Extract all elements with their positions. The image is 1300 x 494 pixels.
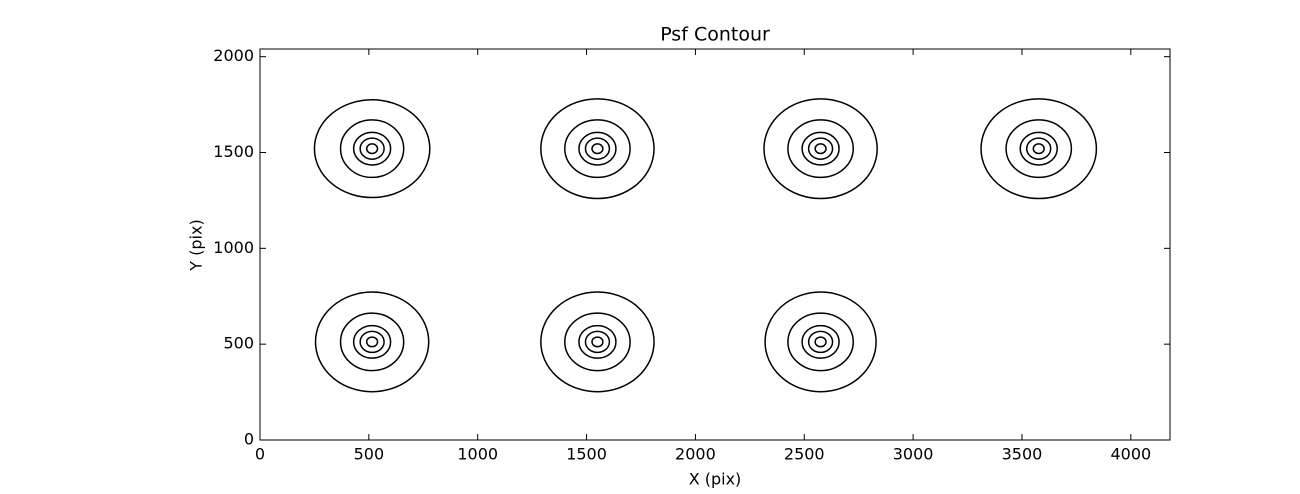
contour-line [584, 330, 611, 354]
contour-line [1026, 137, 1052, 160]
contour-line [564, 119, 631, 179]
x-tick-label: 500 [354, 445, 385, 464]
x-tick-label: 4000 [1110, 445, 1151, 464]
plot-frame [259, 48, 1171, 441]
contour-line [1005, 119, 1073, 179]
contour-line [339, 119, 405, 179]
contour-line [591, 336, 604, 348]
contour-line [787, 312, 854, 372]
x-tick-label: 0 [255, 445, 265, 464]
contour-line [578, 131, 617, 166]
y-tick-label: 1500 [213, 142, 254, 161]
contour-line [807, 330, 834, 354]
chart-title: Psf Contour [660, 24, 770, 46]
contour-line [814, 336, 827, 348]
contour-line [814, 143, 827, 155]
x-tick-label: 2500 [784, 445, 825, 464]
contour-line [787, 119, 854, 179]
contour-line [1032, 143, 1045, 155]
contour-line [764, 291, 877, 393]
contour-line [801, 131, 840, 166]
x-tick-label: 1000 [457, 445, 498, 464]
contour-line [352, 324, 392, 359]
contour-line [314, 291, 430, 393]
x-axis-label: X (pix) [689, 470, 742, 489]
contour-line [365, 143, 379, 155]
contour-line [591, 143, 604, 155]
contour-line [980, 98, 1098, 200]
contour-line [339, 312, 405, 372]
x-tick-label: 2000 [675, 445, 716, 464]
contour-line [1019, 131, 1058, 166]
y-tick-label: 500 [223, 334, 254, 353]
contour-line [365, 336, 379, 348]
contour-line [801, 324, 840, 359]
x-tick-label: 1500 [566, 445, 607, 464]
contour-line [359, 330, 385, 354]
contour-line [359, 137, 385, 160]
contour-line [763, 98, 878, 200]
x-tick-label: 3000 [893, 445, 934, 464]
contour-line [540, 98, 655, 200]
y-tick-label: 2000 [213, 46, 254, 65]
y-tick-label: 1000 [213, 238, 254, 257]
contour-line [352, 131, 392, 166]
x-tick-label: 3500 [1002, 445, 1043, 464]
contour-line [540, 291, 655, 393]
contour-line [578, 324, 617, 359]
contour-line [564, 312, 631, 372]
y-tick-label: 0 [244, 430, 254, 449]
contour-line [584, 137, 611, 160]
contour-line [807, 137, 834, 160]
contour-line [313, 99, 431, 199]
y-axis-label: Y (pix) [187, 219, 206, 271]
